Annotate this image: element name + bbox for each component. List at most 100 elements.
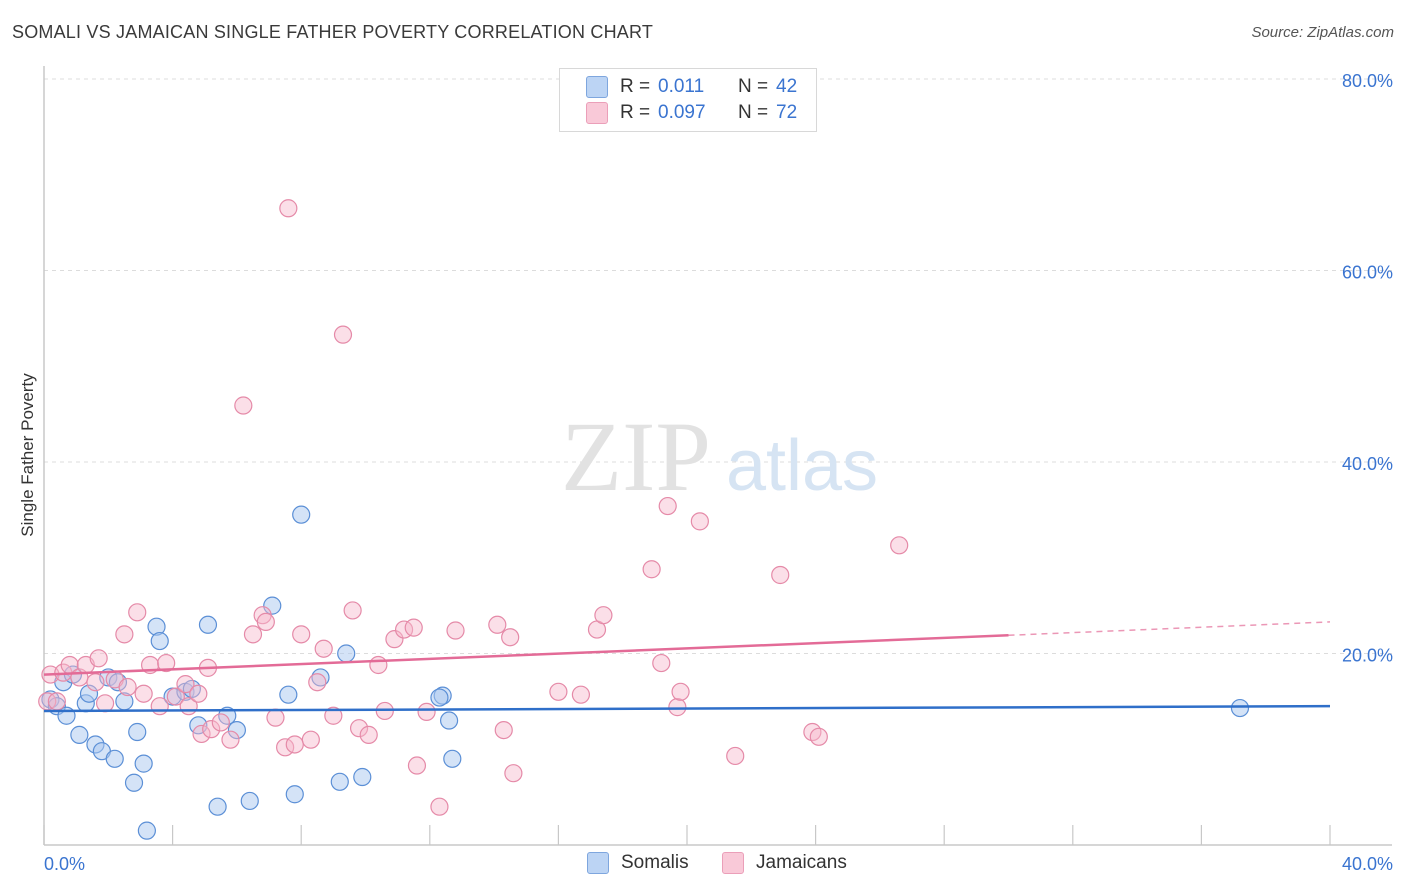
jamaican-point	[324, 706, 343, 725]
somali-points	[41, 505, 1250, 840]
somali-point	[150, 631, 169, 651]
somali-point	[198, 615, 218, 634]
jamaican-point	[285, 735, 304, 754]
somali-point	[240, 791, 259, 811]
source-label: Source: ZipAtlas.com	[1251, 24, 1394, 41]
jamaican-trendline	[43, 634, 1009, 676]
jamaican-point	[301, 730, 320, 749]
jamaican-point	[671, 682, 690, 701]
jamaican-swatch	[722, 852, 744, 874]
chart-title: SOMALI VS JAMAICAN SINGLE FATHER POVERTY…	[12, 22, 654, 42]
y-tick-label: 80.0%	[1342, 71, 1393, 91]
series-legend: Somalis Jamaicans	[0, 852, 1406, 876]
jamaican-point	[690, 512, 709, 531]
jamaican-point	[150, 697, 169, 716]
jamaican-point	[668, 698, 687, 717]
y-tick-label: 20.0%	[1342, 646, 1393, 666]
jamaican-point	[549, 682, 568, 701]
jamaican-point	[890, 536, 909, 555]
jamaican-point	[166, 687, 185, 706]
n-value: 42	[776, 76, 798, 97]
jamaican-point	[385, 630, 404, 649]
jamaican-point	[192, 724, 211, 744]
jamaican-point	[642, 560, 661, 579]
jamaican-point	[134, 684, 153, 703]
somali-point	[137, 821, 156, 840]
somali-swatch	[586, 76, 608, 98]
r-value: 0.011	[658, 76, 705, 97]
jamaican-point	[343, 601, 362, 620]
jamaican-point	[494, 720, 513, 740]
jamaican-point	[314, 639, 333, 658]
trend-layer	[43, 621, 1331, 713]
somali-point	[208, 797, 227, 816]
y-tick-label: 60.0%	[1342, 263, 1393, 283]
r-label: R =	[620, 76, 651, 97]
somali-point	[128, 722, 147, 742]
somali-point	[337, 644, 356, 663]
legend-item-somalis[interactable]: Somalis	[587, 852, 689, 874]
watermark-atlas: atlas	[726, 426, 878, 506]
grid-layer	[44, 78, 1392, 654]
x-tick-label-max: 40.0%	[1342, 854, 1393, 874]
axis-layer	[43, 66, 1392, 846]
jamaican-point	[446, 621, 465, 640]
jamaican-point	[571, 685, 591, 704]
jamaican-point	[95, 694, 115, 713]
jamaican-point	[157, 653, 176, 673]
jamaican-point	[202, 720, 221, 739]
jamaican-point	[86, 673, 105, 692]
stats-legend: R = 0.011 N = 42 R = 0.097 N = 72	[559, 68, 817, 132]
jamaican-points	[38, 199, 909, 816]
somali-point	[430, 688, 449, 707]
jamaican-point	[369, 655, 388, 675]
jamaican-point	[359, 725, 378, 744]
jamaican-point	[809, 727, 828, 746]
jamaican-point	[658, 496, 677, 516]
x-tick-label-min: 0.0%	[44, 854, 85, 874]
somali-point	[124, 773, 144, 792]
y-tick-label: 40.0%	[1342, 454, 1393, 474]
somali-point	[439, 711, 459, 730]
somali-point	[227, 720, 246, 740]
somali-point	[134, 754, 153, 773]
label-layer: 20.0% 40.0% 60.0% 80.0% 0.0% 40.0%	[44, 71, 1393, 874]
jamaican-point	[128, 603, 147, 622]
somali-point	[105, 749, 124, 768]
jamaican-point	[308, 673, 327, 692]
jamaican-point	[115, 625, 134, 644]
n-label: N =	[738, 102, 769, 123]
jamaican-point	[430, 797, 449, 816]
somali-point	[279, 685, 298, 704]
legend-item-jamaicans[interactable]: Jamaicans	[722, 852, 847, 874]
jamaican-point	[243, 625, 263, 644]
legend-row-jamaicans: R = 0.097 N = 72	[586, 101, 797, 125]
jamaican-point	[234, 396, 253, 415]
legend-row-somalis: R = 0.011 N = 42	[586, 75, 797, 99]
somali-point	[353, 767, 372, 787]
legend-label-jamaicans: Jamaicans	[756, 852, 847, 873]
n-label: N =	[738, 76, 769, 97]
jamaican-point	[501, 628, 520, 647]
r-value: 0.097	[658, 102, 706, 123]
jamaican-point	[417, 702, 436, 722]
jamaican-point	[279, 199, 298, 218]
somali-point	[263, 596, 282, 615]
watermark: ZIP atlas	[561, 401, 878, 512]
jamaican-point	[488, 615, 507, 634]
jamaican-point	[176, 675, 195, 694]
jamaican-point	[404, 618, 423, 637]
jamaican-point	[771, 565, 790, 585]
legend-label-somalis: Somalis	[621, 852, 689, 873]
jamaican-point	[407, 756, 427, 775]
r-label: R =	[620, 102, 651, 123]
jamaican-point	[118, 677, 137, 697]
somali-point	[79, 684, 99, 703]
somali-point	[285, 785, 304, 804]
somali-point	[70, 725, 89, 744]
somali-point	[1230, 698, 1250, 718]
jamaican-point	[594, 606, 613, 625]
jamaican-point	[652, 653, 671, 673]
jamaican-point	[292, 625, 311, 644]
